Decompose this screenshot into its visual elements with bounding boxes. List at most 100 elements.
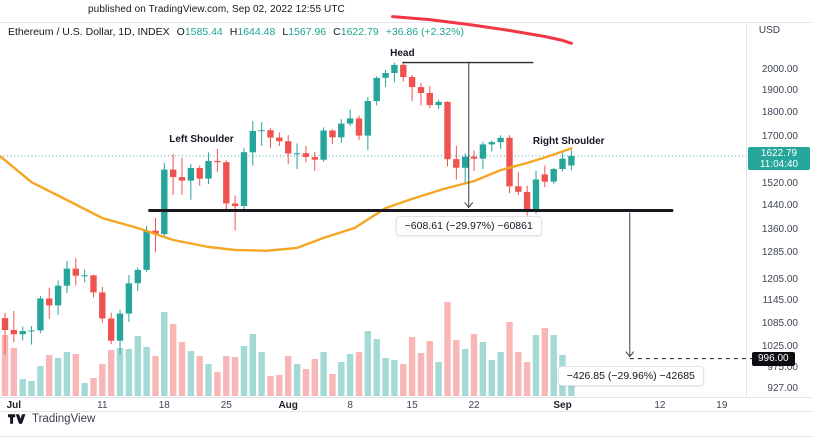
head-label[interactable]: Head — [390, 48, 415, 60]
candle-body — [223, 162, 230, 204]
volume-bar — [99, 364, 106, 396]
time-tick-label: 18 — [158, 400, 170, 411]
volume-bar — [223, 356, 230, 396]
moving-average-line — [0, 147, 573, 252]
volume-bar — [373, 339, 380, 396]
volume-bar — [10, 348, 17, 396]
volume-bar — [72, 354, 79, 396]
volume-bar — [408, 337, 416, 396]
candle-body — [205, 160, 212, 179]
widget-top-border — [0, 22, 813, 23]
price-tick-label: 1085.00 — [761, 317, 798, 329]
last-price-badge: 1622.79 11:04:40 — [748, 147, 810, 170]
candle-body — [444, 101, 451, 160]
price-tick-label: 975.00 — [767, 361, 798, 373]
volume-bar — [391, 360, 398, 396]
symbol-title[interactable]: Ethereum / U.S. Dollar, 1D, INDEX — [8, 26, 170, 38]
volume-bar — [453, 340, 460, 396]
neckline-to-target-measure-label[interactable]: −426.85 (−29.96%) −42685 — [557, 365, 704, 386]
volume-bar — [63, 352, 71, 396]
candle-body — [453, 159, 460, 168]
tradingview-attribution[interactable]: TradingView — [8, 413, 95, 425]
price-tick-label: 1700.00 — [761, 131, 798, 143]
candle-body — [19, 331, 26, 335]
candle-body — [400, 64, 407, 77]
candle-body — [108, 318, 115, 341]
candle-body — [311, 157, 318, 160]
volume-bar — [488, 360, 495, 396]
candle-body — [355, 118, 363, 136]
volume-bar — [214, 372, 221, 396]
volume-bar — [426, 341, 433, 396]
volume-bar — [161, 312, 168, 396]
price-tick-label: 927.00 — [767, 382, 798, 394]
time-axis-separator — [0, 397, 813, 398]
volume-bar — [435, 362, 442, 396]
price-axis-separator — [746, 22, 747, 397]
volume-bar — [178, 342, 186, 396]
candle-body — [426, 93, 433, 106]
candle-body — [435, 101, 442, 106]
candle-body — [346, 118, 354, 124]
candle-body — [63, 268, 71, 286]
candle-body — [338, 123, 345, 138]
volume-bar — [170, 324, 177, 396]
price-tick-label: 1205.00 — [761, 273, 798, 285]
candle-body — [54, 285, 62, 306]
candle-body — [178, 177, 186, 181]
target-price-badge: 996.00 — [752, 352, 795, 366]
time-tick-label: 11 — [97, 400, 108, 411]
candle-body — [382, 73, 389, 78]
candle-body — [46, 298, 53, 306]
candle-body — [559, 158, 566, 169]
volume-bar — [532, 335, 540, 396]
candle-body — [391, 64, 398, 73]
ohlc-close: C1622.79 — [333, 26, 379, 38]
change-value: +36.86 (+2.32%) — [385, 26, 464, 38]
volume-bar — [541, 328, 548, 396]
candle-body — [302, 153, 310, 157]
price-tick-label: 1900.00 — [761, 84, 798, 96]
volume-bar — [293, 364, 301, 396]
head-to-neckline-measure-label[interactable]: −608.61 (−29.97%) −60861 — [395, 216, 542, 237]
price-tick-label: 1285.00 — [761, 247, 798, 259]
volume-bar — [497, 352, 504, 396]
price-tick-label: 1520.00 — [761, 177, 798, 189]
candle-body — [187, 168, 195, 181]
volume-bar — [506, 322, 513, 396]
volume-bar — [81, 383, 88, 396]
time-tick-label: Aug — [278, 400, 298, 411]
left-shoulder-label[interactable]: Left Shoulder — [169, 134, 234, 146]
volume-bar — [364, 331, 371, 396]
candle-body — [488, 142, 495, 145]
candle-body — [497, 137, 504, 143]
volume-bar — [400, 364, 407, 396]
volume-bar — [320, 352, 327, 396]
right-shoulder-label[interactable]: Right Shoulder — [532, 135, 605, 147]
candle-body — [214, 160, 221, 163]
volume-bar — [19, 379, 26, 396]
candle-body — [231, 203, 239, 207]
candle-body — [37, 298, 44, 331]
price-tick-label: 1145.00 — [762, 295, 798, 307]
time-tick-label: 25 — [220, 400, 232, 411]
candle-body — [170, 169, 177, 178]
candle-body — [408, 77, 416, 88]
widget-bottom-border — [0, 436, 813, 437]
candle-body — [276, 137, 283, 142]
volume-bar — [125, 349, 133, 396]
ohlc-open: O1585.44 — [176, 26, 223, 38]
time-tick-label: 12 — [654, 400, 666, 411]
tradingview-logo-icon — [8, 414, 26, 424]
volume-bar — [276, 375, 283, 396]
volume-bar — [550, 335, 557, 396]
volume-bar — [240, 346, 248, 396]
bar-countdown: 11:04:40 — [759, 159, 799, 170]
volume-bar — [338, 362, 345, 396]
volume-bar — [196, 356, 203, 396]
time-tick-label: Jul — [6, 400, 22, 411]
published-line: published on TradingView.com, Sep 02, 20… — [88, 4, 345, 15]
candle-body — [541, 174, 548, 182]
